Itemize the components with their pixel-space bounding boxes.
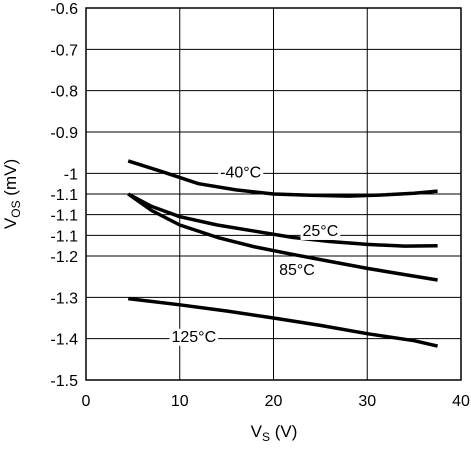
series-label-background <box>169 328 219 346</box>
series-lines <box>127 159 438 348</box>
series-label-background <box>218 164 264 182</box>
series-label-background <box>277 262 317 280</box>
series-line <box>127 192 438 282</box>
series-labels: -40°C 25°C 85°C 125°C <box>169 164 341 346</box>
series-label: -40°C <box>220 164 261 181</box>
x-tick-label: 30 <box>358 393 376 410</box>
y-tick-label: -1.1 <box>50 208 78 225</box>
y-tick-label: -1.1 <box>50 228 78 245</box>
series-line <box>127 159 438 198</box>
plot-frame <box>85 7 462 381</box>
x-tick-label: 0 <box>82 393 91 410</box>
y-tick-label: -0.8 <box>50 84 78 101</box>
series-label-background <box>300 222 341 240</box>
x-tick-label: 40 <box>452 393 470 410</box>
y-axis-label: VOS (mV) <box>1 159 23 229</box>
y-tick-label: -0.7 <box>50 42 78 59</box>
y-tick-label: -1.2 <box>50 249 78 266</box>
y-tick-label: -1.1 <box>50 187 78 204</box>
series-line <box>127 296 438 348</box>
x-tick-label: 10 <box>171 393 189 410</box>
series-label: 25°C <box>303 223 339 240</box>
y-tick-label: -1.3 <box>50 290 78 307</box>
y-tick-label: -1 <box>64 166 78 183</box>
tick-labels: 0 10 20 30 40 -0.6 -0.7 -0.8 -0.9 -1 -1.1 -1.1 -1.1 -… <box>50 1 470 410</box>
series-label: 85°C <box>279 262 315 279</box>
y-tick-label: -1.4 <box>50 332 78 349</box>
series-line <box>127 192 438 248</box>
series-label: 125°C <box>171 329 216 346</box>
y-tick-label: -0.6 <box>50 1 78 18</box>
x-tick-label: 20 <box>265 393 283 410</box>
y-tick-label: -0.9 <box>50 125 78 142</box>
x-axis-label: VS (V) <box>251 422 298 444</box>
y-tick-label: -1.5 <box>50 373 78 390</box>
